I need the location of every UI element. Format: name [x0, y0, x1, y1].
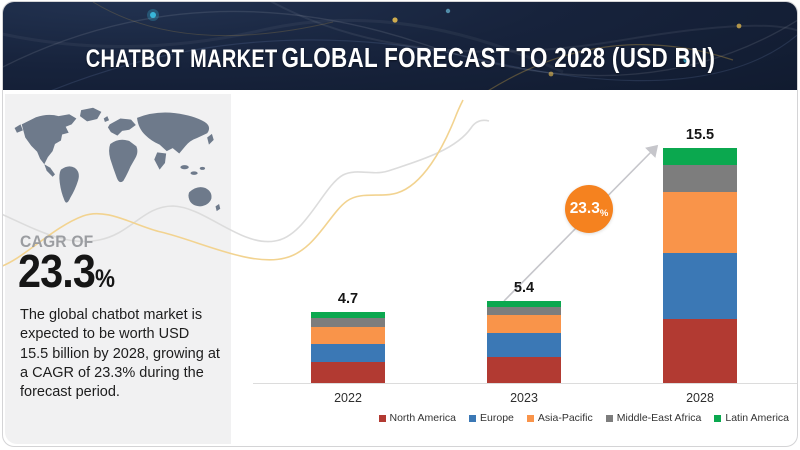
- bar-segment-north-america: [311, 361, 385, 383]
- bar-segment-middle-east-africa: [487, 307, 561, 315]
- legend-item-north-america: North America: [378, 412, 457, 424]
- x-tick-label: 2023: [510, 391, 538, 405]
- legend-label: North America: [389, 412, 457, 424]
- bar-segment-europe: [487, 332, 561, 358]
- bar-segment-north-america: [663, 319, 737, 383]
- legend-swatch: [714, 414, 722, 422]
- bar-segment-north-america: [487, 357, 561, 383]
- bar-total-label: 5.4: [513, 280, 535, 297]
- bar-segment-middle-east-africa: [311, 317, 385, 327]
- bar-segment-latin-america: [311, 311, 385, 318]
- legend-swatch: [526, 414, 534, 422]
- bar-total-label: 15.5: [685, 127, 715, 144]
- legend-label: Latin America: [725, 412, 789, 424]
- legend-label: Asia-Pacific: [537, 412, 593, 424]
- cagr-badge-number: 23.3: [569, 200, 600, 217]
- bar-2023: [487, 301, 561, 383]
- cagr-badge: 23.3%: [565, 185, 613, 233]
- legend-swatch: [469, 414, 477, 422]
- bar-segment-latin-america: [663, 148, 737, 165]
- x-axis-line: [253, 383, 797, 384]
- market-description: The global chatbot market is expected to…: [20, 307, 220, 401]
- bar-segment-europe: [311, 343, 385, 362]
- header-banner: CHATBOT MARKET GLOBAL FORECAST TO 2028 (…: [3, 2, 797, 90]
- page-title-market: CHATBOT MARKET: [85, 45, 278, 73]
- cagr-percent-sign: %: [94, 265, 115, 293]
- x-tick-label: 2028: [686, 391, 714, 405]
- bar-segment-asia-pacific: [487, 314, 561, 333]
- bar-segment-middle-east-africa: [663, 164, 737, 192]
- legend-swatch: [605, 414, 613, 422]
- legend-item-europe: Europe: [469, 412, 514, 424]
- network-background-graphic: [3, 2, 797, 90]
- bar-2028: [663, 148, 737, 383]
- cagr-value: 23.3%: [18, 244, 115, 298]
- bar-total-label: 4.7: [337, 290, 359, 307]
- legend-swatch: [378, 414, 386, 422]
- bar-segment-asia-pacific: [663, 192, 737, 253]
- chart-legend: North America Europe Asia-Pacific Middle-Ea…: [378, 412, 789, 424]
- world-map: [14, 107, 221, 212]
- page-title-forecast: GLOBAL FORECAST TO 2028 (USD BN): [280, 42, 715, 73]
- cagr-badge-percent-sign: %: [599, 208, 609, 219]
- legend-label: Europe: [480, 412, 514, 424]
- summary-panel: CAGR OF 23.3% The global chatbot market …: [5, 94, 231, 444]
- x-tick-label: 2022: [334, 391, 362, 405]
- bar-2022: [311, 311, 385, 383]
- legend-item-asia-pacific: Asia-Pacific: [526, 412, 593, 424]
- stacked-bar-chart: 4.7 2022 5.4 2023 15.5 2028 23.3% North Ameri…: [231, 90, 797, 446]
- legend-item-middle-east-africa: Middle-East Africa: [605, 412, 702, 424]
- legend-label: Middle-East Africa: [616, 412, 702, 424]
- bar-segment-europe: [663, 252, 737, 320]
- legend-item-latin-america: Latin America: [714, 412, 789, 424]
- bar-segment-latin-america: [487, 301, 561, 308]
- page-title: CHATBOT MARKET GLOBAL FORECAST TO 2028 (…: [85, 42, 715, 90]
- bar-segment-asia-pacific: [311, 326, 385, 344]
- content-area: CAGR OF 23.3% The global chatbot market …: [3, 90, 797, 446]
- cagr-number: 23.3: [18, 245, 96, 297]
